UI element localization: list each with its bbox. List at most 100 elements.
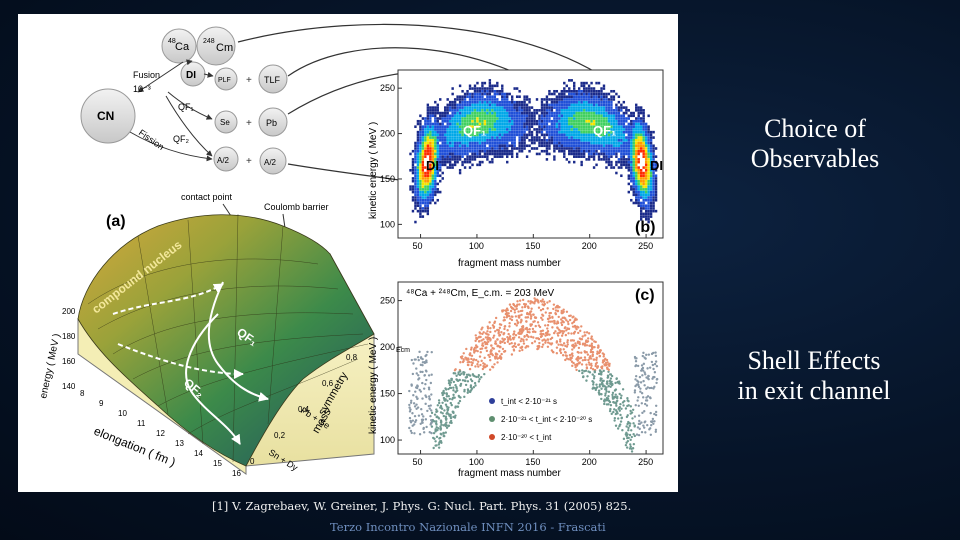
heatmap-cell	[610, 111, 613, 115]
heatmap-cell	[612, 149, 616, 153]
heatmap-cell	[416, 193, 420, 197]
scatter-point	[520, 332, 523, 335]
heatmap-cell	[513, 144, 516, 148]
heatmap-cell	[439, 166, 442, 169]
heatmap-cell	[582, 117, 586, 120]
heatmap-cell	[573, 125, 576, 128]
heatmap-cell	[493, 111, 497, 115]
heatmap-cell	[642, 136, 645, 139]
heatmap-cell	[644, 152, 648, 156]
heatmap-cell	[523, 130, 526, 134]
heatmap-cell	[483, 114, 487, 118]
heatmap-cell	[545, 98, 549, 101]
heatmap-cell	[630, 185, 633, 188]
heatmap-cell	[520, 128, 524, 131]
scatter-point	[650, 352, 654, 356]
heatmap-cell	[565, 103, 568, 107]
heatmap-cell	[585, 81, 588, 85]
scatter-point	[485, 349, 489, 353]
heatmap-cell	[587, 122, 591, 126]
heatmap-cell	[568, 144, 571, 148]
heatmap-cell	[622, 130, 626, 134]
heatmap-cell	[617, 139, 621, 142]
scatter-point	[585, 366, 589, 369]
heatmap-cell	[543, 149, 546, 153]
heatmap-cell	[642, 155, 645, 158]
scatter-point	[580, 363, 584, 366]
heatmap-cell	[615, 160, 618, 164]
heatmap-cell	[456, 109, 459, 112]
scatter-point	[493, 363, 496, 366]
heatmap-cell	[649, 207, 653, 210]
heatmap-cell	[456, 111, 459, 115]
heatmap-cell	[441, 149, 444, 153]
heatmap-cell	[439, 125, 442, 128]
scatter-point	[454, 383, 457, 387]
heatmap-cell	[515, 114, 519, 118]
scatter-point	[597, 344, 600, 347]
scatter-point	[518, 303, 521, 306]
heatmap-cell	[637, 125, 640, 128]
scatter-point	[602, 369, 605, 373]
heatmap-cell	[429, 177, 432, 180]
heatmap-cell	[620, 141, 623, 145]
heatmap-cell	[419, 190, 422, 194]
heatmap-cell	[553, 103, 556, 107]
heatmap-cell	[632, 179, 635, 183]
heatmap-cell	[560, 122, 564, 126]
heatmap-cell	[419, 196, 422, 199]
x-tick-label: 200	[582, 241, 597, 251]
heatmap-cell	[436, 139, 439, 142]
heatmap-cell	[416, 171, 420, 175]
heatmap-cell	[419, 212, 422, 216]
heatmap-cell	[473, 109, 477, 112]
scatter-point	[435, 408, 438, 411]
heatmap-cell	[515, 147, 519, 150]
heatmap-cell	[463, 147, 467, 150]
heatmap-cell	[652, 174, 655, 178]
heatmap-cell	[431, 166, 435, 169]
heatmap-cell	[476, 95, 479, 99]
heatmap-cell	[577, 95, 581, 99]
scatter-point	[417, 358, 420, 362]
heatmap-cell	[463, 125, 467, 128]
heatmap-cell	[439, 158, 442, 161]
scatter-point	[643, 410, 646, 413]
heatmap-cell	[431, 155, 435, 158]
scatter-point	[643, 371, 646, 374]
heatmap-cell	[577, 109, 581, 112]
heatmap-cell	[453, 141, 457, 145]
heatmap-cell	[488, 95, 492, 99]
heatmap-cell	[501, 89, 504, 93]
heatmap-cell	[553, 92, 556, 96]
heatmap-cell	[419, 168, 422, 172]
heatmap-cell	[622, 117, 626, 120]
scatter-point	[575, 327, 578, 331]
heatmap-cell	[506, 114, 509, 118]
heatmap-cell	[429, 136, 432, 139]
heatmap-cell	[501, 139, 504, 142]
heatmap-cell	[518, 117, 521, 120]
heatmap-cell	[453, 155, 457, 158]
scatter-point	[409, 408, 412, 411]
heatmap-cell	[419, 128, 422, 131]
heatmap-cell	[488, 130, 492, 134]
heatmap-cell	[637, 152, 640, 156]
heatmap-cell	[451, 149, 454, 153]
heatmap-cell	[563, 125, 566, 128]
heatmap-cell	[577, 119, 581, 123]
heatmap-cell	[429, 163, 432, 167]
heatmap-cell	[605, 155, 608, 158]
scatter-point	[637, 422, 641, 426]
heatmap-cell	[510, 130, 514, 134]
heatmap-cell	[652, 182, 655, 186]
scatter-point	[602, 399, 606, 403]
heatmap-cell	[471, 130, 474, 134]
scatter-point	[521, 298, 525, 302]
heatmap-cell	[468, 155, 472, 158]
heatmap-cell	[436, 111, 439, 115]
heatmap-cell	[429, 201, 432, 205]
heatmap-cell	[468, 158, 472, 161]
scatter-point	[609, 381, 612, 384]
heatmap-cell	[582, 144, 586, 148]
